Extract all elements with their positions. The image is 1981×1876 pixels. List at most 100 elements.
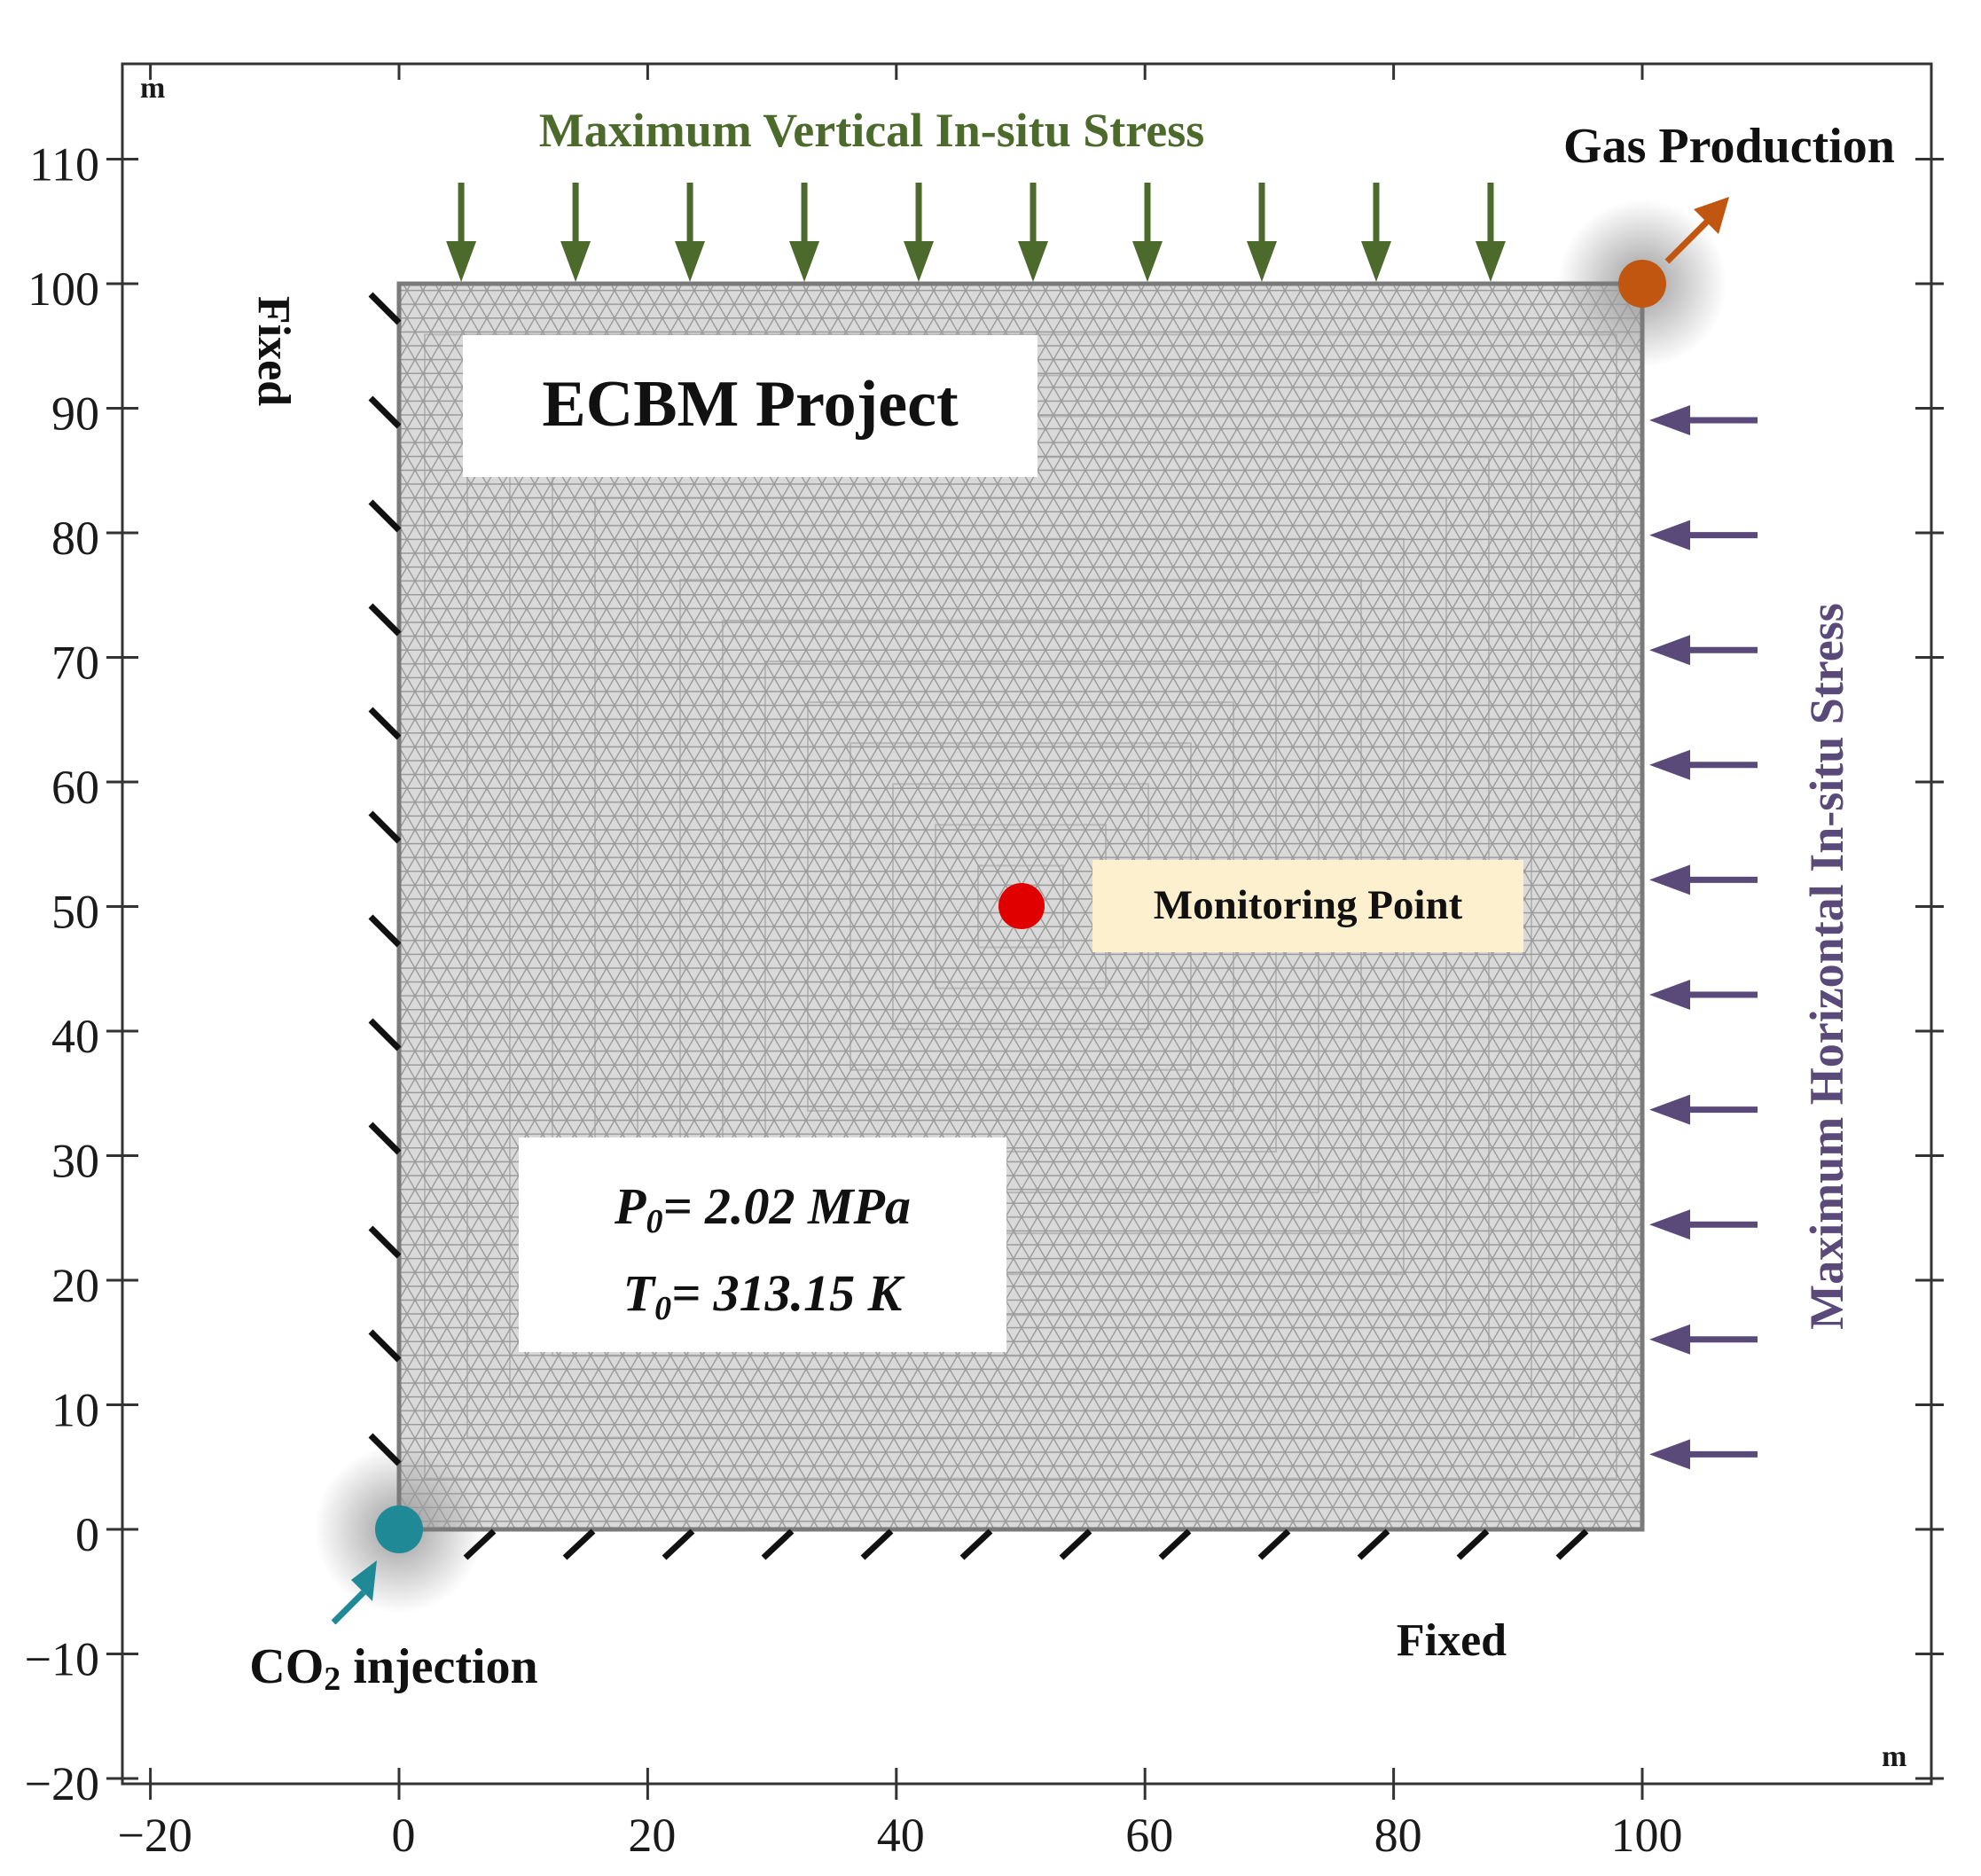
t0-value: = 313.15 K — [671, 1264, 905, 1322]
y-tick-label: 30 — [51, 1135, 99, 1188]
left-hatch-mark — [368, 1225, 402, 1259]
y-tick-label: 60 — [51, 761, 99, 814]
gas-production-arrow-shaft — [1664, 216, 1712, 264]
bottom-hatch-mark — [959, 1528, 993, 1560]
gas-production-arrow-head — [1694, 197, 1729, 234]
vertical-stress-label: Maximum Vertical In-situ Stress — [539, 104, 1205, 157]
bottom-hatch-mark — [1357, 1528, 1390, 1560]
vertical-stress-arrows — [446, 183, 1506, 282]
gas-production-well-marker — [1618, 260, 1666, 308]
p0-subscript: 0 — [646, 1203, 662, 1240]
y-tick-label: −10 — [25, 1633, 99, 1686]
initial-conditions-background — [519, 1137, 1006, 1352]
x-tick-label: 100 — [1611, 1809, 1683, 1862]
y-tick-label: 0 — [75, 1508, 99, 1561]
vertical-stress-arrow-head — [1132, 241, 1163, 282]
horizontal-stress-arrow-head — [1649, 1094, 1690, 1125]
horizontal-stress-arrow-head — [1649, 1324, 1690, 1355]
co2-injection-label: CO2 injection — [249, 1639, 537, 1698]
bottom-hatch-mark — [1059, 1528, 1092, 1560]
bottom-hatch-mark — [662, 1528, 695, 1560]
initial-temperature: T0= 313.15 K — [623, 1264, 905, 1327]
horizontal-stress-arrow-head — [1649, 405, 1690, 435]
vertical-stress-arrow-head — [1018, 241, 1049, 282]
x-tick-label: 80 — [1374, 1809, 1422, 1862]
domain-boundary — [396, 281, 1645, 1532]
left-hatch-mark — [368, 395, 402, 429]
bottom-hatch-mark — [463, 1528, 497, 1560]
x-tick-label: −20 — [117, 1809, 192, 1862]
horizontal-stress-arrow-head — [1649, 1209, 1690, 1240]
left-hatch-mark — [368, 707, 402, 740]
y-tick-label: 40 — [51, 1010, 99, 1063]
horizontal-stress-label: Maximum Horizontal In-situ Stress — [1800, 603, 1853, 1330]
vertical-stress-arrow-head — [446, 241, 477, 282]
vertical-stress-arrow-head — [1360, 241, 1391, 282]
monitoring-point-label: Monitoring Point — [1154, 882, 1463, 928]
unit-label-top: m — [140, 72, 165, 105]
horizontal-stress-arrows — [1649, 405, 1758, 1470]
horizontal-stress-arrow-head — [1649, 1439, 1690, 1470]
project-title: ECBM Project — [542, 368, 959, 441]
bottom-hatch-mark — [1257, 1528, 1291, 1560]
bottom-hatch-mark — [1456, 1528, 1490, 1560]
fixed-bottom-boundary-hatches — [463, 1528, 1589, 1560]
monitoring-point-group: Monitoring Point — [998, 860, 1523, 952]
y-tick-label: 70 — [51, 637, 99, 690]
bottom-hatch-mark — [761, 1528, 795, 1560]
project-title-background — [463, 335, 1037, 477]
horizontal-stress-arrow-head — [1649, 864, 1690, 895]
left-hatch-mark — [368, 292, 402, 325]
mesh-ring — [424, 333, 1617, 1480]
y-tick-label: 110 — [29, 138, 99, 192]
gas-production-label: Gas Production — [1563, 119, 1895, 174]
fixed-bottom-label: Fixed — [1397, 1615, 1507, 1666]
co2-injection-group: CO2 injection — [249, 1505, 538, 1698]
t0-symbol: T — [623, 1264, 657, 1322]
vertical-stress-arrow-head — [560, 241, 591, 282]
vertical-stress-arrow-head — [675, 241, 706, 282]
x-tick-label: 40 — [877, 1809, 925, 1862]
plot-frame — [121, 62, 1933, 1786]
x-tick-label: 60 — [1125, 1809, 1173, 1862]
horizontal-stress-arrow-head — [1649, 749, 1690, 780]
x-tick-label: 0 — [392, 1809, 416, 1862]
horizontal-stress-arrow-head — [1649, 980, 1690, 1010]
y-tick-label: 10 — [51, 1384, 99, 1437]
left-hatch-mark — [368, 1329, 402, 1363]
left-hatch-mark — [368, 914, 402, 948]
y-tick-label: 90 — [51, 387, 99, 441]
bottom-hatch-mark — [1555, 1528, 1589, 1560]
left-hatch-mark — [368, 1018, 402, 1051]
co2-prefix: CO — [249, 1639, 324, 1694]
left-hatch-mark — [368, 499, 402, 533]
vertical-stress-arrow-head — [1475, 241, 1506, 282]
y-tick-label: 50 — [51, 886, 99, 939]
y-tick-label: 100 — [27, 262, 99, 316]
left-hatch-mark — [368, 810, 402, 844]
co2-injection-arrow-head — [351, 1560, 377, 1601]
y-tick-label: 80 — [51, 512, 99, 565]
horizontal-stress-arrow-head — [1649, 635, 1690, 666]
co2-injection-arrow-shaft — [331, 1590, 366, 1625]
y-tick-label: −20 — [25, 1757, 99, 1810]
fixed-left-boundary-hatches — [368, 292, 402, 1466]
left-hatch-mark — [368, 1433, 402, 1466]
initial-pressure: P0= 2.02 MPa — [614, 1177, 911, 1240]
p0-value: = 2.02 MPa — [662, 1177, 911, 1235]
monitoring-point-label-box — [1092, 860, 1523, 952]
x-tick-label: 20 — [628, 1809, 676, 1862]
vertical-stress-arrow-head — [1246, 241, 1277, 282]
bottom-hatch-mark — [860, 1528, 894, 1560]
fixed-left-label: Fixed — [248, 296, 299, 406]
vertical-stress-arrow-head — [904, 241, 935, 282]
co2-subscript: 2 — [324, 1661, 341, 1698]
p0-symbol: P — [614, 1177, 646, 1235]
horizontal-stress-arrow-head — [1649, 520, 1690, 551]
monitoring-point-marker — [998, 883, 1045, 929]
project-title-box: ECBM Project — [463, 335, 1037, 477]
initial-conditions-box: P0= 2.02 MPa T0= 313.15 K — [519, 1137, 1006, 1352]
bottom-hatch-mark — [562, 1528, 596, 1560]
mesh-ring — [977, 864, 1064, 949]
